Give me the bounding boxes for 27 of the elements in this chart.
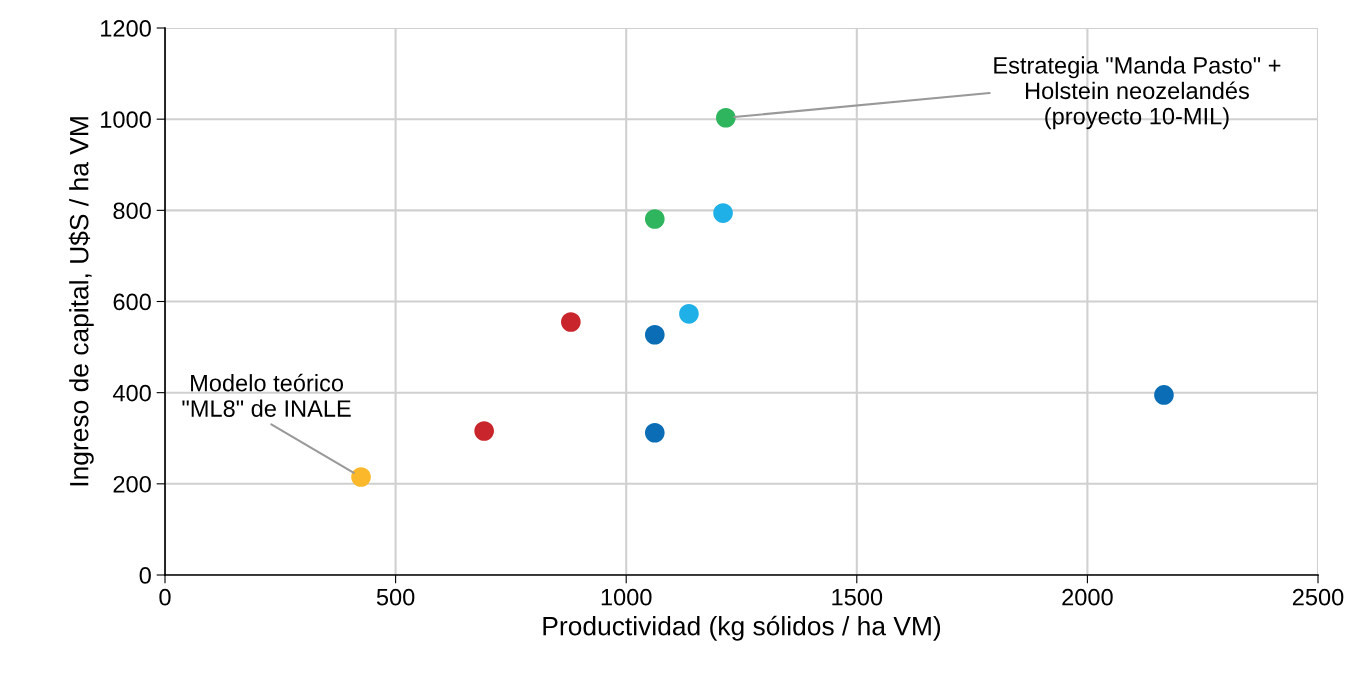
point	[1154, 385, 1174, 405]
point	[474, 421, 494, 441]
point	[644, 209, 665, 229]
y-tick-label: 1000	[101, 111, 151, 128]
y-tick-label: 0	[139, 567, 151, 584]
point	[679, 303, 699, 324]
y-tick-label: 600	[113, 293, 151, 311]
y-axis-title: Ingreso de capital, U$S / ha VM	[68, 117, 94, 486]
point	[644, 324, 665, 345]
x-axis-title: Productividad (kg sólidos / ha VM)	[543, 615, 941, 641]
x-tick-label: 1500	[832, 588, 883, 606]
point	[644, 422, 665, 443]
point	[716, 107, 736, 128]
y-tick-label: 200	[113, 475, 151, 493]
annotation: Estrategia "Manda Pasto" + Holstein neozelandés (proyecto 10-MIL)	[994, 56, 1281, 130]
x-tick-label: 2000	[1062, 588, 1113, 606]
y-tick-label: 400	[112, 384, 151, 402]
x-tick-label: 500	[376, 588, 415, 606]
point	[561, 312, 581, 332]
x-tick-label: 2500	[1292, 588, 1344, 606]
point	[351, 467, 371, 487]
annotation: Modelo teórico "ML8" de INALE	[182, 373, 351, 417]
x-tick-label: 1000	[601, 588, 652, 606]
x-tick-label: 0	[159, 588, 171, 606]
y-tick-label: 800	[113, 202, 151, 220]
point	[713, 203, 733, 223]
y-tick-label: 1200	[101, 20, 151, 37]
